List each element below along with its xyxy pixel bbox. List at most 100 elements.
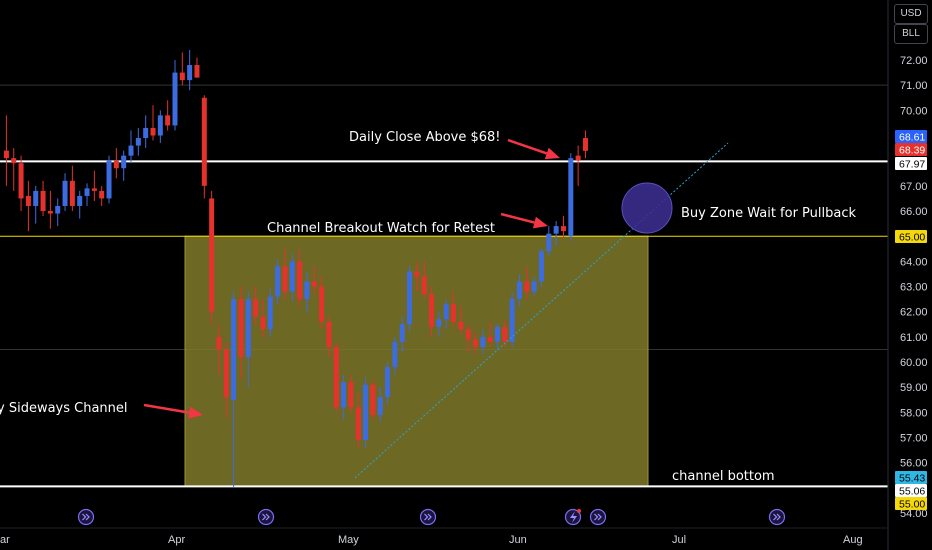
candle	[99, 185, 105, 206]
candle-body	[275, 266, 281, 297]
candle-body	[421, 276, 427, 295]
candle	[165, 100, 171, 131]
price-tick-label: 72.00	[900, 55, 928, 67]
price-tick-label: 61.00	[900, 332, 928, 344]
candle-body	[150, 127, 156, 136]
price-tick-label: 67.00	[900, 181, 928, 193]
price-tag: 65.00	[895, 230, 927, 244]
price-tag: 55.06	[895, 484, 927, 498]
price-tick-label: 62.00	[900, 307, 928, 319]
time-axis-label: Apr	[168, 534, 185, 546]
channel-breakout-annotation: Channel Breakout Watch for Retest	[267, 221, 495, 236]
candle	[582, 130, 588, 159]
candle	[33, 185, 39, 224]
event-marker-icon[interactable]	[419, 508, 437, 526]
candle	[297, 248, 303, 307]
candle	[487, 321, 493, 347]
candle	[209, 190, 215, 325]
price-tick-label: 66.00	[900, 206, 928, 218]
candle	[517, 273, 522, 307]
price-tick-label: 60.00	[900, 357, 928, 369]
event-marker-icon[interactable]	[257, 508, 275, 526]
candle-body	[69, 180, 75, 206]
buy-zone-circle	[621, 182, 673, 234]
candle-body	[62, 180, 68, 206]
candle-body	[311, 281, 317, 287]
candle-body	[267, 296, 273, 330]
candle	[538, 248, 544, 287]
candle	[451, 291, 457, 327]
candle	[157, 110, 163, 144]
candle	[11, 148, 17, 191]
price-tick-label: 59.00	[900, 382, 928, 394]
candle	[91, 170, 97, 201]
candle	[121, 150, 127, 181]
price-tag-label: 65.00	[899, 232, 925, 244]
candle-body	[91, 188, 97, 191]
event-marker-icon[interactable]	[77, 508, 95, 526]
price-tag-label: 68.39	[899, 145, 925, 157]
daily-close-arrow	[507, 138, 560, 160]
candle	[429, 286, 435, 337]
candle-body	[458, 321, 464, 330]
candle-body	[194, 65, 200, 78]
price-tag: 68.61	[895, 130, 927, 144]
candle	[509, 291, 515, 347]
price-tick-label: 70.00	[900, 105, 928, 117]
candle-body	[582, 138, 588, 151]
candle-body	[3, 150, 9, 159]
candle	[143, 115, 149, 149]
price-tick-label: 57.00	[900, 433, 928, 445]
candle-body	[355, 407, 361, 441]
candle-body	[297, 261, 303, 300]
candle-body	[560, 226, 566, 232]
candle	[84, 183, 90, 206]
time-axis-label: May	[338, 534, 359, 546]
candle	[495, 324, 501, 350]
candle-body	[172, 72, 178, 126]
currency-button[interactable]: USD	[894, 4, 928, 24]
candle	[311, 266, 317, 295]
candle-body	[11, 158, 17, 164]
daily-close-annotation: Daily Close Above $68!	[349, 130, 501, 145]
event-marker-icon[interactable]	[768, 508, 786, 526]
candle-body	[326, 321, 332, 347]
time-axis-label: ar	[0, 534, 10, 546]
candle	[531, 276, 537, 297]
candle	[179, 52, 185, 86]
price-tick-label: 63.00	[900, 282, 928, 294]
candle	[40, 180, 46, 217]
event-marker-icon[interactable]	[589, 508, 607, 526]
candle-body	[509, 299, 515, 342]
candle-body	[568, 158, 574, 237]
time-axis-label: Aug	[843, 534, 863, 546]
candle-body	[179, 72, 185, 81]
candle-body	[377, 397, 383, 415]
candle	[524, 266, 530, 300]
candle	[77, 190, 83, 219]
candle-body	[538, 251, 544, 282]
candle	[370, 379, 376, 420]
candle-body	[231, 299, 237, 400]
price-tag: 67.97	[895, 157, 927, 171]
price-tag: 55.43	[895, 471, 927, 485]
candles	[3, 49, 588, 488]
earnings-flash-icon[interactable]	[564, 508, 582, 526]
candle-body	[304, 281, 310, 300]
candle-body	[531, 281, 537, 292]
candle-body	[348, 382, 354, 408]
candle-body	[47, 211, 53, 214]
candle	[502, 319, 508, 347]
candle-body	[106, 160, 112, 199]
candle	[194, 57, 200, 78]
sideways-arrow	[143, 403, 203, 419]
price-tick-label: 56.00	[900, 458, 928, 470]
time-axis-label: Jul	[672, 534, 686, 546]
candle	[172, 60, 178, 131]
candle-body	[495, 326, 501, 342]
unit-button[interactable]: BLL	[894, 24, 928, 44]
candle-body	[201, 97, 207, 186]
candle-body	[99, 190, 105, 199]
candle-body	[333, 346, 339, 408]
